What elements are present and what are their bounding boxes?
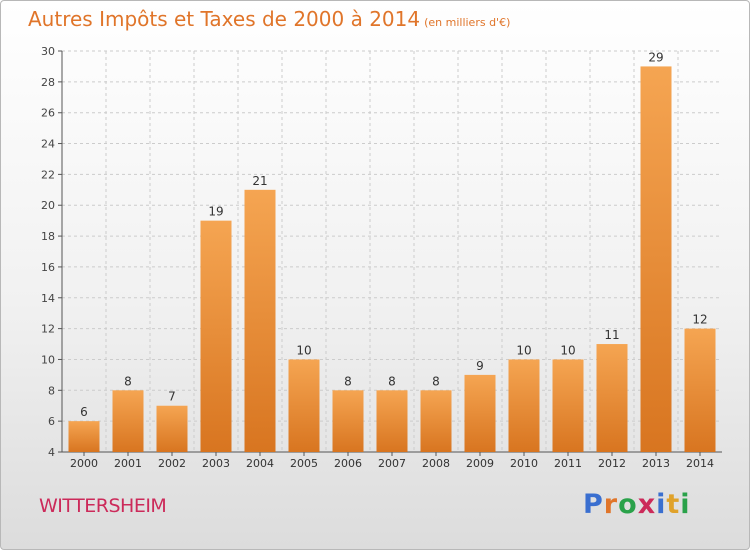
bar-2005 bbox=[288, 359, 320, 452]
chart-title-unit: (en milliers d'€) bbox=[424, 16, 511, 29]
x-tick-label: 2006 bbox=[334, 457, 362, 470]
bar-2006 bbox=[332, 390, 364, 452]
y-tick-label: 30 bbox=[41, 45, 55, 58]
bar-value-label: 10 bbox=[296, 343, 311, 357]
x-tick-label: 2010 bbox=[510, 457, 538, 470]
x-tick-label: 2007 bbox=[378, 457, 406, 470]
x-tick-label: 2000 bbox=[70, 457, 98, 470]
bar-value-label: 29 bbox=[648, 50, 663, 64]
bar-2004 bbox=[244, 189, 276, 453]
bar-value-label: 10 bbox=[560, 343, 575, 357]
bar-value-label: 8 bbox=[432, 374, 440, 388]
x-tick-label: 2008 bbox=[422, 457, 450, 470]
bar-2007 bbox=[376, 390, 408, 452]
y-tick-label: 12 bbox=[41, 323, 55, 336]
bar-2011 bbox=[552, 359, 584, 452]
y-tick-label: 10 bbox=[41, 353, 55, 366]
bar-2014 bbox=[684, 328, 716, 452]
y-tick-label: 26 bbox=[41, 107, 55, 120]
x-tick-label: 2011 bbox=[554, 457, 582, 470]
x-tick-label: 2002 bbox=[158, 457, 186, 470]
y-tick-label: 4 bbox=[48, 446, 55, 459]
bar-value-label: 19 bbox=[208, 205, 223, 219]
bar-2009 bbox=[464, 374, 496, 452]
bar-2003 bbox=[200, 220, 232, 452]
bar-value-label: 11 bbox=[604, 328, 619, 342]
y-tick-label: 6 bbox=[48, 415, 55, 428]
x-tick-label: 2001 bbox=[114, 457, 142, 470]
y-tick-label: 16 bbox=[41, 261, 55, 274]
bar-2008 bbox=[420, 390, 452, 452]
y-tick-label: 24 bbox=[41, 138, 55, 151]
bar-2012 bbox=[596, 344, 628, 452]
bar-value-label: 12 bbox=[692, 313, 707, 327]
y-tick-label: 20 bbox=[41, 199, 55, 212]
bar-value-label: 6 bbox=[80, 405, 88, 419]
bar-value-label: 8 bbox=[388, 374, 396, 388]
bar-2013 bbox=[640, 66, 672, 452]
y-tick-label: 28 bbox=[41, 76, 55, 89]
y-tick-label: 14 bbox=[41, 292, 55, 305]
y-tick-label: 8 bbox=[48, 384, 55, 397]
bar-value-label: 10 bbox=[516, 343, 531, 357]
y-tick-label: 18 bbox=[41, 230, 55, 243]
bar-value-label: 8 bbox=[344, 374, 352, 388]
y-tick-label: 22 bbox=[41, 168, 55, 181]
bar-value-label: 8 bbox=[124, 374, 132, 388]
bar-2000 bbox=[68, 421, 100, 452]
x-tick-label: 2004 bbox=[246, 457, 274, 470]
x-tick-label: 2003 bbox=[202, 457, 230, 470]
chart-title: Autres Impôts et Taxes de 2000 à 2014 (en… bbox=[28, 7, 510, 31]
x-tick-label: 2013 bbox=[642, 457, 670, 470]
bar-value-label: 7 bbox=[168, 390, 176, 404]
x-tick-label: 2014 bbox=[686, 457, 714, 470]
x-tick-label: 2012 bbox=[598, 457, 626, 470]
x-tick-label: 2005 bbox=[290, 457, 318, 470]
bar-2002 bbox=[156, 405, 188, 452]
commune-name: WITTERSHEIM bbox=[39, 495, 167, 517]
x-tick-label: 2009 bbox=[466, 457, 494, 470]
bar-2010 bbox=[508, 359, 540, 452]
proxiti-logo: Proxiti bbox=[583, 489, 691, 520]
bar-value-label: 21 bbox=[252, 174, 267, 188]
chart-title-main: Autres Impôts et Taxes de 2000 à 2014 bbox=[28, 7, 421, 31]
bar-2001 bbox=[112, 390, 144, 452]
bar-value-label: 9 bbox=[476, 359, 484, 373]
